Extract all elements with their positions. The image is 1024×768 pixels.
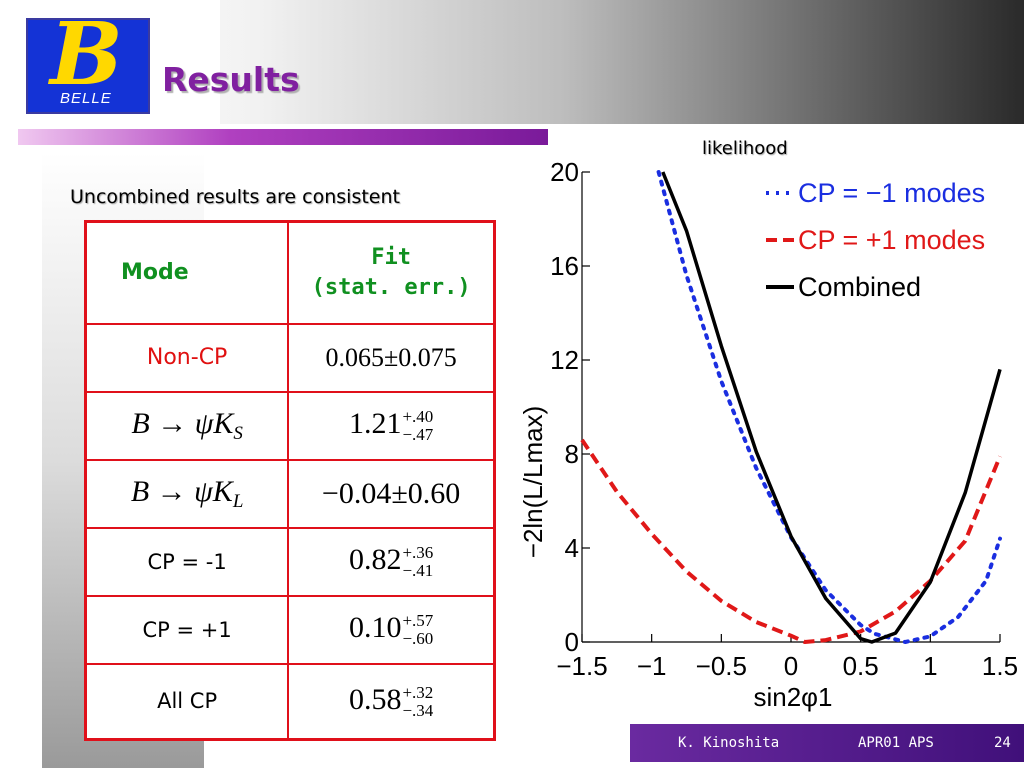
mode-arrow: →	[156, 474, 187, 508]
fit-error-down: −.60	[402, 629, 434, 649]
likelihood-chart: −1.5 −1 −0.5 0 0.5 1 1.5 0 4 8 12 16 20 CP = −1 mode…	[518, 157, 1018, 712]
y-tick-label: 16	[550, 251, 579, 281]
logo-letter: B	[50, 4, 123, 105]
x-tick-label: −0.5	[696, 651, 747, 681]
x-tick-label: −1	[637, 651, 667, 681]
fit-error-down: −.41	[402, 561, 434, 581]
logo-text: BELLE	[60, 90, 112, 107]
footer-event: APR01 APS	[858, 735, 934, 751]
fit-error-up: +.32	[402, 682, 434, 702]
legend-label: CP = +1 modes	[798, 225, 985, 255]
mode-symbol-b: B	[130, 474, 150, 508]
fit-cell: −0.04±0.60	[287, 458, 496, 529]
mode-cell: CP = -1	[84, 526, 290, 597]
mode-cell: Non-CP	[84, 322, 290, 393]
fit-error-down: −.34	[402, 700, 434, 720]
fit-error: +.32 −.34	[402, 682, 434, 720]
series-line	[656, 170, 1002, 644]
fit-cell: 0.10 +.57 −.60	[287, 594, 496, 665]
y-tick-label: 8	[565, 439, 579, 469]
mode-symbol-b: B	[131, 406, 150, 440]
fit-error: +.40 −.47	[402, 408, 433, 444]
belle-logo: B BELLE	[26, 12, 150, 114]
chart-legend: CP = −1 modes CP = +1 modes Combined	[766, 178, 985, 302]
fit-column-header: Fit (stat. err.)	[287, 220, 496, 325]
x-tick-label: −1.5	[556, 651, 607, 681]
mode-symbol-k: K	[212, 474, 233, 508]
fit-value: 1.21	[348, 406, 402, 440]
chart-caption: likelihood	[702, 138, 788, 159]
fit-error-down: −.47	[402, 425, 434, 445]
fit-header-line1: Fit	[371, 245, 411, 271]
legend-label: Combined	[798, 272, 921, 302]
footer-bar: K. Kinoshita APR01 APS 24	[630, 724, 1024, 762]
mode-arrow: →	[157, 406, 188, 440]
legend-label: CP = −1 modes	[798, 178, 985, 208]
y-tick-label: 12	[550, 345, 579, 375]
x-axis-label: sin2φ1	[753, 682, 832, 712]
fit-header-line2: (stat. err.)	[311, 274, 471, 300]
table-row: B → ψKS 1.21 +.40 −.47	[84, 390, 496, 461]
fit-cell: 1.21 +.40 −.47	[287, 390, 496, 461]
fit-cell: 0.82 +.36 −.41	[287, 526, 496, 597]
table-row: CP = +1 0.10 +.57 −.60	[84, 594, 496, 665]
x-tick-label: 0	[784, 651, 798, 681]
mode-symbol-psi: ψ	[194, 474, 213, 508]
y-tick-label: 4	[565, 533, 579, 563]
table-row: CP = -1 0.82 +.36 −.41	[84, 526, 496, 597]
x-tick-label: 1	[923, 651, 937, 681]
y-axis-label: −2ln(L/Lmax)	[518, 406, 548, 558]
fit-value: 0.58	[348, 682, 402, 716]
fit-error-up: +.57	[402, 611, 434, 631]
fit-error: +.57 −.60	[402, 612, 433, 648]
y-tick-label: 0	[565, 627, 579, 657]
table-row: Non-CP 0.065±0.075	[84, 322, 496, 393]
fit-error-up: +.36	[402, 543, 434, 563]
x-tick-label: 1.5	[982, 651, 1018, 681]
mode-cell: CP = +1	[84, 594, 290, 665]
title-underline-bar	[18, 129, 548, 145]
table-header-row: Mode Fit (stat. err.)	[84, 220, 496, 325]
table-row: B → ψKL −0.04±0.60	[84, 458, 496, 529]
fit-error-up: +.40	[402, 407, 434, 427]
results-table: Mode Fit (stat. err.) Non-CP 0.065±0.075…	[84, 220, 496, 741]
mode-symbol-k: K	[213, 406, 234, 440]
fit-value: 0.82	[348, 542, 402, 576]
fit-error: +.36 −.41	[402, 544, 433, 580]
footer-page-number: 24	[994, 735, 1011, 751]
x-tick-label: 0.5	[843, 651, 879, 681]
mode-subscript: S	[233, 422, 243, 444]
subtitle: Uncombined results are consistent	[70, 186, 400, 208]
fit-cell: 0.58 +.32 −.34	[287, 662, 496, 741]
mode-cell: B → ψKS	[84, 390, 290, 461]
y-tick-label: 20	[550, 157, 579, 187]
mode-symbol-psi: ψ	[194, 406, 214, 440]
fit-value: 0.10	[348, 610, 402, 644]
footer-author: K. Kinoshita	[678, 735, 780, 751]
table-row: All CP 0.58 +.32 −.34	[84, 662, 496, 741]
series-line	[580, 438, 1002, 644]
mode-cell: All CP	[84, 662, 290, 741]
chart-curves	[580, 170, 1002, 644]
chart-axes: −1.5 −1 −0.5 0 0.5 1 1.5 0 4 8 12 16 20	[550, 157, 1018, 681]
mode-subscript: L	[232, 490, 244, 512]
mode-column-header: Mode	[84, 220, 290, 325]
slide-title: Results	[162, 60, 300, 99]
mode-cell: B → ψKL	[84, 458, 290, 529]
series-line	[661, 171, 1002, 644]
fit-cell: 0.065±0.075	[287, 322, 496, 393]
